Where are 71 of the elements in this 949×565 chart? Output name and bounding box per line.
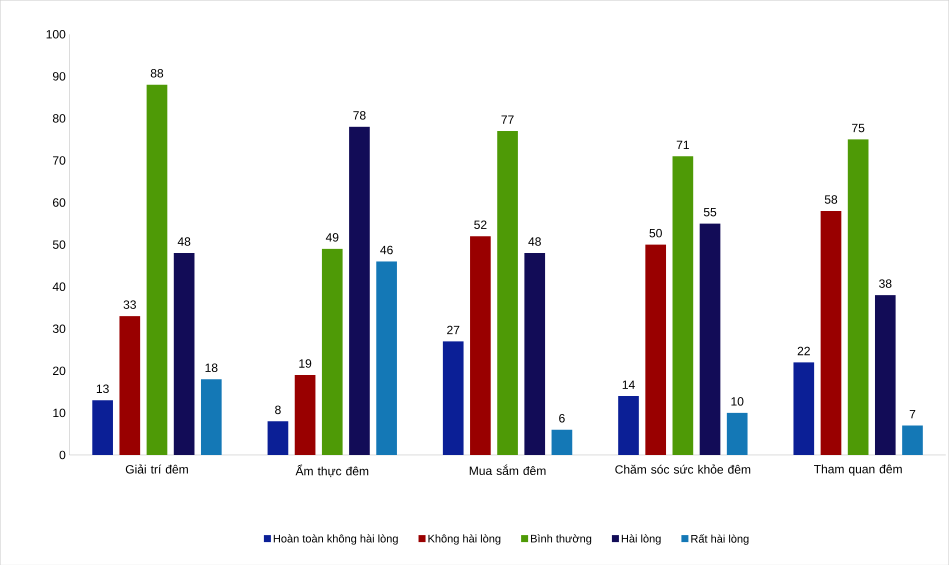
bar [442, 341, 464, 455]
legend-label: Hoàn toàn không hài lòng [274, 534, 398, 545]
y-tick-label: 50 [52, 240, 66, 249]
data-label: 49 [326, 232, 338, 242]
x-tick-label: Ẩm thực đêm [296, 464, 368, 477]
bar [119, 316, 140, 455]
bar [376, 261, 397, 455]
data-label: 52 [474, 220, 486, 229]
bar [92, 400, 113, 455]
y-tick-label: 20 [53, 366, 66, 375]
data-label: 27 [447, 326, 460, 334]
data-label: 33 [124, 300, 136, 309]
bar [672, 156, 694, 455]
bar [552, 430, 572, 455]
bar [902, 425, 923, 455]
data-label: 55 [704, 208, 716, 216]
bar [268, 421, 288, 455]
bar [524, 252, 546, 455]
data-label: 48 [178, 237, 190, 246]
data-label: 38 [879, 279, 892, 288]
bar [349, 126, 370, 455]
data-label: 50 [649, 228, 662, 238]
y-tick-label: 100 [46, 30, 66, 38]
x-tick-label: Mua sắm đêm [470, 464, 546, 475]
y-tick-label: 0 [60, 450, 66, 460]
data-label: 8 [275, 405, 281, 414]
x-tick-label: Giải trí đêm [126, 464, 188, 474]
data-label: 46 [380, 246, 393, 254]
bar [497, 130, 518, 455]
bar [820, 210, 842, 455]
bar [618, 396, 639, 455]
data-label: 10 [731, 397, 744, 406]
data-label: 75 [852, 124, 864, 132]
legend-label: Không hài lòng [428, 534, 500, 545]
data-label: 14 [622, 380, 635, 389]
bar [470, 236, 491, 455]
data-label: 19 [299, 359, 312, 368]
x-tick-label: Tham quan đêm [814, 464, 902, 476]
data-label: 71 [676, 140, 689, 149]
y-tick-label: 40 [52, 282, 66, 291]
y-tick-label: 80 [52, 114, 66, 122]
bar [294, 374, 316, 455]
data-label: 48 [528, 237, 541, 246]
data-label: 18 [206, 363, 218, 372]
data-label: 78 [353, 110, 366, 120]
legend-label: Rất hài lòng [691, 534, 748, 545]
bar [645, 244, 666, 455]
y-tick-label: 30 [52, 324, 66, 333]
bar [848, 139, 868, 455]
bar [793, 362, 814, 455]
bar [874, 294, 896, 455]
data-label: 13 [96, 384, 109, 393]
bar [700, 223, 720, 455]
legend-label: Bình thường [531, 534, 592, 545]
data-label: 6 [559, 414, 565, 422]
bar [726, 412, 748, 455]
data-label: 58 [824, 195, 838, 204]
data-label: 7 [910, 410, 916, 418]
data-label: 77 [501, 115, 514, 124]
bar [174, 252, 194, 455]
bar [322, 248, 343, 455]
bar [146, 84, 168, 455]
x-tick-label: Chăm sóc sức khỏe đêm [615, 464, 750, 474]
y-tick-label: 60 [53, 198, 66, 207]
bar [200, 379, 222, 455]
y-tick-label: 70 [53, 156, 66, 165]
data-label: 88 [150, 68, 164, 78]
legend-label: Hài lòng [622, 534, 661, 545]
y-tick-label: 90 [52, 72, 66, 80]
y-tick-label: 10 [53, 408, 66, 417]
data-label: 22 [798, 346, 810, 356]
